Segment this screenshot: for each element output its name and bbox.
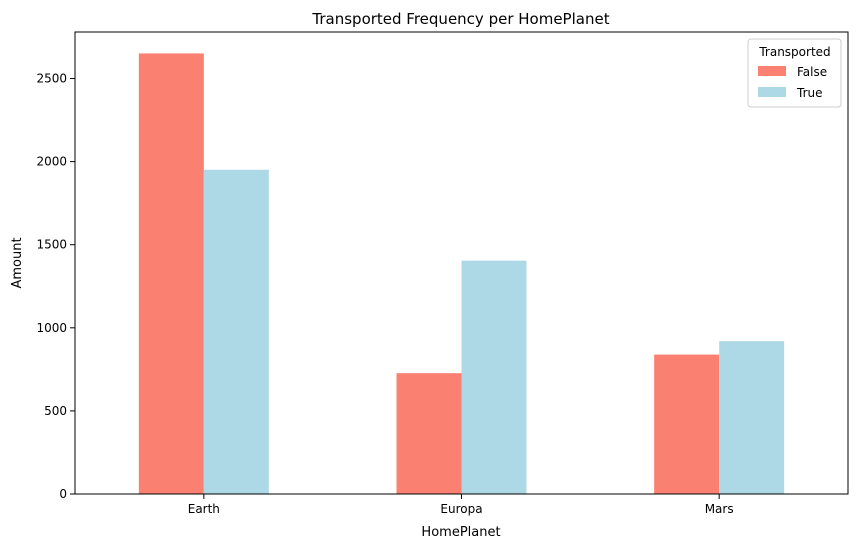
x-tick-label: Earth <box>188 502 220 516</box>
bar-europa-true <box>461 260 527 494</box>
x-axis-label: HomePlanet <box>421 525 500 540</box>
legend-title: Transported <box>758 45 830 59</box>
bar-earth-false <box>138 53 204 494</box>
x-tick-label: Europa <box>440 502 482 516</box>
legend-label-true: True <box>796 86 823 100</box>
y-tick-label: 1500 <box>36 238 67 252</box>
legend-swatch-true <box>758 87 786 97</box>
y-tick-label: 0 <box>59 487 67 501</box>
legend: Transported False True <box>747 38 842 108</box>
x-tick-label: Mars <box>705 502 734 516</box>
legend-label-false: False <box>797 65 827 79</box>
y-axis-label: Amount <box>10 237 25 288</box>
plot-frame <box>74 31 849 495</box>
bar-mars-true <box>719 341 785 494</box>
bar-mars-false <box>654 354 720 494</box>
chart-title: Transported Frequency per HomePlanet <box>311 10 609 28</box>
y-tick-label: 2500 <box>36 72 67 86</box>
y-tick-label: 500 <box>44 404 67 418</box>
legend-swatch-false <box>758 66 786 76</box>
y-tick-label: 1000 <box>36 321 67 335</box>
bar-earth-true <box>203 169 269 495</box>
y-tick-label: 2000 <box>36 155 67 169</box>
bar-europa-false <box>396 373 462 494</box>
